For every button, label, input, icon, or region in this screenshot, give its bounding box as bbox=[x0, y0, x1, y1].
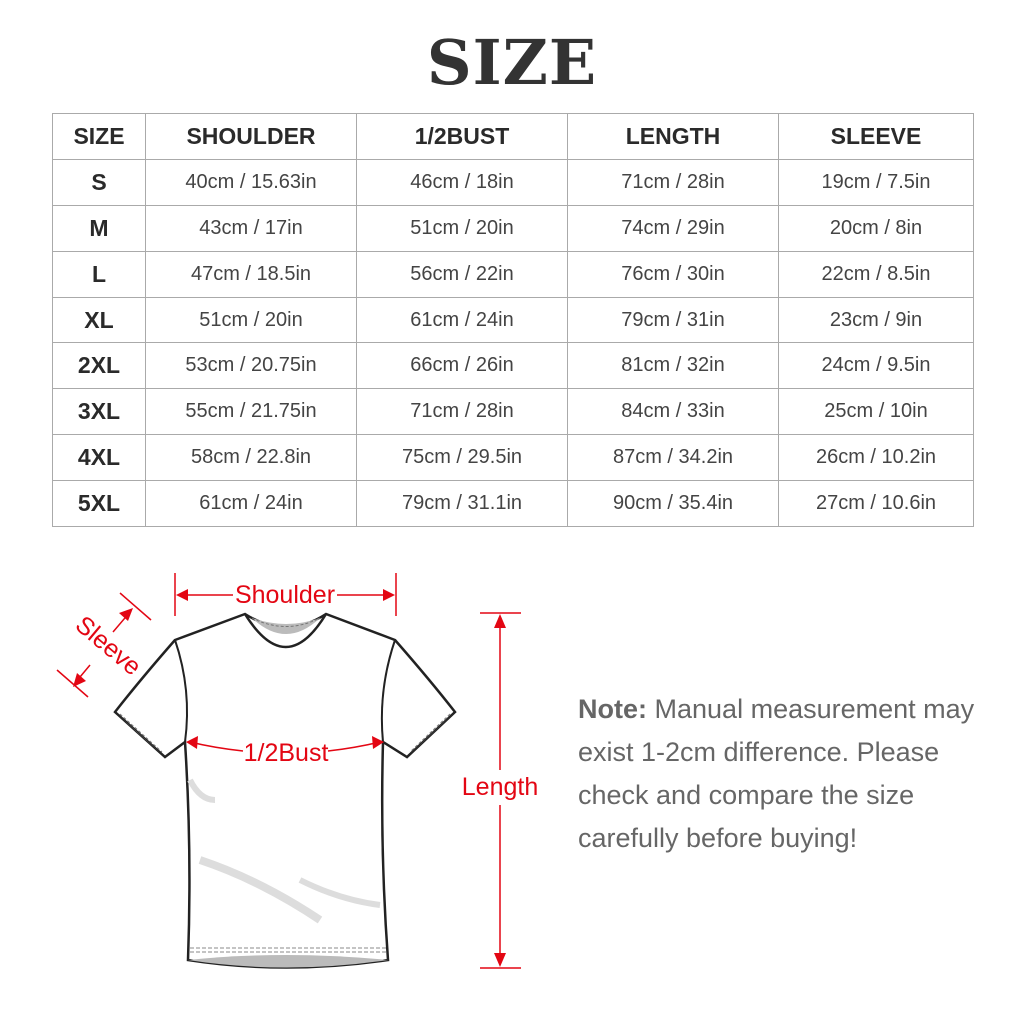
cell-shoulder: 55cm / 21.75in bbox=[145, 388, 357, 436]
cell-length: 90cm / 35.4in bbox=[567, 480, 779, 528]
cell-sleeve: 20cm / 8in bbox=[778, 204, 974, 252]
table-row: S 40cm / 15.63in 46cm / 18in 71cm / 28in 19c… bbox=[52, 158, 974, 206]
cell-bust: 46cm / 18in bbox=[356, 158, 568, 206]
length-label: Length bbox=[462, 773, 538, 801]
bust-label: 1/2Bust bbox=[244, 739, 329, 767]
cell-bust: 79cm / 31.1in bbox=[356, 480, 568, 528]
cell-length: 71cm / 28in bbox=[567, 158, 779, 206]
cell-sleeve: 22cm / 8.5in bbox=[778, 250, 974, 298]
header-length: LENGTH bbox=[567, 113, 779, 160]
cell-length: 76cm / 30in bbox=[567, 250, 779, 298]
cell-size: 3XL bbox=[52, 388, 146, 436]
cell-sleeve: 19cm / 7.5in bbox=[778, 158, 974, 206]
header-sleeve: SLEEVE bbox=[778, 113, 974, 160]
cell-length: 74cm / 29in bbox=[567, 204, 779, 252]
cell-length: 87cm / 34.2in bbox=[567, 434, 779, 482]
cell-shoulder: 61cm / 24in bbox=[145, 480, 357, 528]
cell-sleeve: 27cm / 10.6in bbox=[778, 480, 974, 528]
arrowheads bbox=[73, 589, 506, 967]
header-bust: 1/2BUST bbox=[356, 113, 568, 160]
cell-size: XL bbox=[52, 296, 146, 344]
cell-bust: 56cm / 22in bbox=[356, 250, 568, 298]
cell-size: S bbox=[52, 158, 146, 206]
table-row: 5XL 61cm / 24in 79cm / 31.1in 90cm / 35.4in… bbox=[52, 480, 974, 528]
cell-shoulder: 58cm / 22.8in bbox=[145, 434, 357, 482]
tshirt-icon bbox=[113, 612, 457, 969]
size-table: SIZE SHOULDER 1/2BUST LENGTH SLEEVE S 40c… bbox=[52, 113, 974, 528]
cell-length: 84cm / 33in bbox=[567, 388, 779, 436]
cell-sleeve: 23cm / 9in bbox=[778, 296, 974, 344]
table-row: L 47cm / 18.5in 56cm / 22in 76cm / 30in 22cm… bbox=[52, 250, 974, 298]
note: Note: Manual measurement may exist 1-2cm… bbox=[578, 688, 998, 860]
shoulder-label: Shoulder bbox=[235, 581, 335, 609]
table-row: 2XL 53cm / 20.75in 66cm / 26in 81cm / 32in 2… bbox=[52, 342, 974, 390]
table-row: 3XL 55cm / 21.75in 71cm / 28in 84cm / 33in 2… bbox=[52, 388, 974, 436]
cell-bust: 71cm / 28in bbox=[356, 388, 568, 436]
sleeve-label: Sleeve bbox=[70, 611, 147, 682]
cell-sleeve: 24cm / 9.5in bbox=[778, 342, 974, 390]
note-label: Note: bbox=[578, 694, 647, 724]
cell-bust: 66cm / 26in bbox=[356, 342, 568, 390]
cell-shoulder: 47cm / 18.5in bbox=[145, 250, 357, 298]
cell-bust: 51cm / 20in bbox=[356, 204, 568, 252]
cell-size: 5XL bbox=[52, 480, 146, 528]
note-text: Manual measurement may exist 1-2cm diffe… bbox=[578, 694, 975, 853]
table-row: M 43cm / 17in 51cm / 20in 74cm / 29in 20cm /… bbox=[52, 204, 974, 252]
cell-shoulder: 40cm / 15.63in bbox=[145, 158, 357, 206]
cell-length: 81cm / 32in bbox=[567, 342, 779, 390]
page-title: SIZE bbox=[426, 26, 598, 99]
cell-shoulder: 43cm / 17in bbox=[145, 204, 357, 252]
cell-sleeve: 25cm / 10in bbox=[778, 388, 974, 436]
table-header-row: SIZE SHOULDER 1/2BUST LENGTH SLEEVE bbox=[52, 113, 974, 160]
cell-bust: 75cm / 29.5in bbox=[356, 434, 568, 482]
cell-length: 79cm / 31in bbox=[567, 296, 779, 344]
header-size: SIZE bbox=[52, 113, 146, 160]
